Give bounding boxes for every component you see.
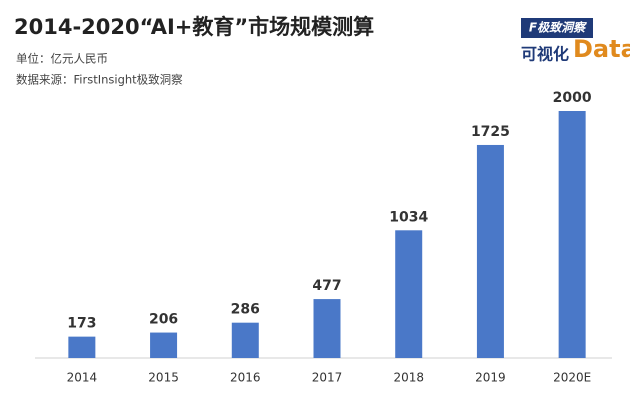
data-label: 286 bbox=[231, 302, 260, 318]
x-tick-label: 2015 bbox=[148, 371, 179, 385]
x-tick-label: 2014 bbox=[67, 371, 98, 385]
data-label: 173 bbox=[67, 316, 96, 332]
chart-title: 2014-2020“AI+教育”市场规模测算 bbox=[14, 15, 374, 39]
logo-word: Data bbox=[573, 35, 630, 63]
x-tick-label: 2017 bbox=[312, 371, 343, 385]
data-label: 206 bbox=[149, 312, 178, 328]
x-tick-label: 2019 bbox=[475, 371, 506, 385]
bar bbox=[395, 230, 423, 358]
chart-source: 数据来源：FirstInsight极致洞察 bbox=[16, 73, 183, 87]
logo-brand: F极致洞察 bbox=[529, 21, 587, 35]
x-tick-label: 2016 bbox=[230, 371, 261, 385]
logo-badge bbox=[521, 18, 593, 38]
bar bbox=[558, 111, 586, 358]
x-tick-label: 2018 bbox=[393, 371, 424, 385]
chart-subtitle: 单位：亿元人民币 bbox=[16, 52, 108, 66]
data-label: 1034 bbox=[389, 209, 428, 225]
bar bbox=[150, 332, 178, 358]
bar bbox=[68, 336, 96, 358]
data-label: 1725 bbox=[471, 124, 510, 140]
data-label: 477 bbox=[312, 278, 341, 294]
bar bbox=[231, 322, 259, 358]
bar bbox=[313, 299, 341, 358]
logo: F极致洞察 可视化 Data bbox=[521, 18, 630, 64]
x-tick-label: 2020E bbox=[553, 371, 591, 385]
data-label: 2000 bbox=[553, 90, 592, 106]
bar bbox=[476, 144, 504, 358]
logo-tagline: 可视化 bbox=[521, 45, 569, 64]
